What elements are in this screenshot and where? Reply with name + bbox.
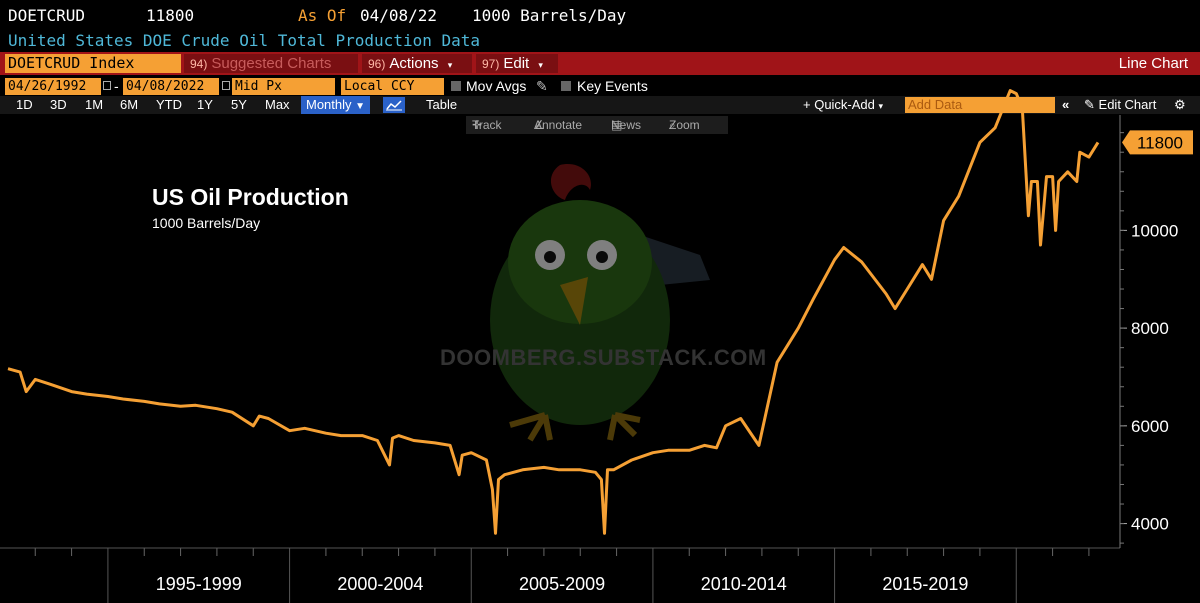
magnifier-icon: ⌕ bbox=[669, 118, 676, 132]
track-label: Track bbox=[472, 118, 502, 132]
gear-icon[interactable]: ⚙ bbox=[1174, 97, 1186, 112]
range-6m[interactable]: 6M bbox=[120, 97, 139, 112]
period-label: Monthly bbox=[306, 97, 352, 112]
range-1d[interactable]: 1D bbox=[16, 97, 33, 112]
last-value-tag: 11800 bbox=[1122, 130, 1193, 155]
range-5y[interactable]: 5Y bbox=[231, 97, 247, 112]
date-separator: - bbox=[114, 78, 119, 94]
zoom-label: Zoom bbox=[669, 118, 700, 132]
chart-tools-bar: ✛ Track ∠ Annotate ▤ News ⌕ Zoom bbox=[466, 116, 728, 134]
actions-button[interactable]: 96) Actions ▾ bbox=[362, 54, 472, 73]
range-max[interactable]: Max bbox=[265, 97, 290, 112]
range-1m[interactable]: 1M bbox=[85, 97, 104, 112]
as-of-date: 04/08/22 bbox=[360, 6, 438, 25]
x-label-group: 1995-1999 2000-2004 2005-2009 2010-2014 2015… bbox=[156, 574, 969, 594]
ticker-symbol: DOETCRUD bbox=[8, 6, 86, 25]
y-tick-group: 4000 6000 8000 10000 bbox=[1120, 132, 1178, 544]
end-date-input[interactable]: 04/08/2022 bbox=[123, 78, 219, 95]
production-series-line bbox=[7, 89, 1100, 535]
edit-chart-button[interactable]: ✎ Edit Chart bbox=[1084, 96, 1156, 114]
last-value-tag-shape bbox=[1122, 130, 1193, 155]
price-field-select[interactable]: Mid Px bbox=[232, 78, 335, 95]
range-1y[interactable]: 1Y bbox=[197, 97, 213, 112]
range-bar: 1D 3D 1M 6M YTD 1Y 5Y Max Monthly ▼ Tabl… bbox=[0, 96, 1200, 114]
chart-type-label: Line Chart bbox=[1118, 55, 1188, 72]
last-value: 11800 bbox=[146, 6, 195, 25]
x-tick-label: 2015-2019 bbox=[882, 574, 968, 594]
y-tick-label: 10000 bbox=[1131, 221, 1178, 240]
range-3d[interactable]: 3D bbox=[50, 97, 67, 112]
units-label: 1000 Barrels/Day bbox=[472, 6, 627, 25]
table-button[interactable]: Table bbox=[426, 97, 458, 112]
crosshair-icon: ✛ bbox=[472, 118, 483, 132]
x-divider-group bbox=[34, 548, 1090, 603]
news-icon: ▤ bbox=[611, 118, 623, 132]
range-ytd[interactable]: YTD bbox=[156, 97, 182, 112]
annotate-label: Annotate bbox=[534, 118, 583, 132]
calendar-icon[interactable] bbox=[222, 81, 230, 90]
command-toolbar: DOETCRUD Index 94) Suggested Charts 96) Ac… bbox=[0, 52, 1200, 75]
x-tick-label: 1995-1999 bbox=[156, 574, 242, 594]
period-select[interactable]: Monthly ▼ bbox=[301, 96, 371, 114]
calendar-icon[interactable] bbox=[103, 81, 111, 90]
pencil-icon: ✎ bbox=[1084, 97, 1095, 112]
last-value-tag-text: 11800 bbox=[1137, 133, 1183, 152]
suggested-charts-number: 94) bbox=[190, 57, 208, 71]
mov-avgs-checkbox[interactable] bbox=[451, 81, 461, 91]
suggested-charts-button[interactable]: 94) Suggested Charts bbox=[184, 54, 358, 73]
chart-subtitle: 1000 Barrels/Day bbox=[152, 215, 261, 231]
pencil-icon[interactable]: ✎ bbox=[536, 78, 548, 94]
edit-number: 97) bbox=[482, 57, 500, 71]
chart-title: US Oil Production bbox=[152, 184, 349, 210]
key-events-checkbox[interactable] bbox=[561, 81, 571, 91]
edit-chart-label: Edit Chart bbox=[1098, 97, 1157, 112]
y-tick-label: 4000 bbox=[1131, 515, 1169, 534]
chevron-down-icon: ▾ bbox=[878, 101, 884, 111]
x-tick-label: 2005-2009 bbox=[519, 574, 605, 594]
watermark-text: DOOMBERG.SUBSTACK.COM bbox=[440, 345, 767, 370]
security-description: United States DOE Crude Oil Total Produc… bbox=[8, 31, 481, 50]
line-chart-icon[interactable] bbox=[383, 97, 405, 113]
quick-add-button[interactable]: + Quick-Add ▾ bbox=[803, 96, 883, 114]
ticker-input[interactable]: DOETCRUD Index bbox=[5, 54, 181, 73]
mov-avgs-label: Mov Avgs bbox=[466, 78, 527, 94]
currency-select[interactable]: Local CCY bbox=[341, 78, 444, 95]
suggested-charts-label: Suggested Charts bbox=[211, 55, 332, 72]
chevron-down-icon: ▾ bbox=[447, 60, 453, 70]
y-tick-label: 8000 bbox=[1131, 319, 1169, 338]
x-tick-label: 2000-2004 bbox=[337, 574, 423, 594]
settings-row: 04/26/1992 - 04/08/2022 Mid Px Local CCY… bbox=[0, 77, 1200, 96]
quick-add-label: + Quick-Add bbox=[803, 97, 875, 112]
edit-label: Edit bbox=[503, 55, 530, 72]
start-date-input[interactable]: 04/26/1992 bbox=[5, 78, 101, 95]
as-of-label: As Of bbox=[298, 6, 347, 25]
y-tick-label: 6000 bbox=[1131, 417, 1169, 436]
chevron-down-icon: ▾ bbox=[538, 60, 543, 70]
actions-number: 96) bbox=[368, 57, 386, 71]
actions-label: Actions bbox=[389, 55, 439, 72]
chevron-down-icon: ▼ bbox=[355, 101, 366, 112]
rooster-mascot-logo bbox=[490, 164, 710, 442]
annotate-icon: ∠ bbox=[534, 118, 545, 132]
edit-button[interactable]: 97) Edit ▾ bbox=[476, 54, 558, 73]
x-tick-label: 2010-2014 bbox=[701, 574, 787, 594]
add-data-input[interactable]: Add Data bbox=[905, 97, 1055, 113]
key-events-label: Key Events bbox=[577, 78, 648, 94]
collapse-icon[interactable]: « bbox=[1062, 97, 1070, 112]
news-label: News bbox=[611, 118, 642, 132]
